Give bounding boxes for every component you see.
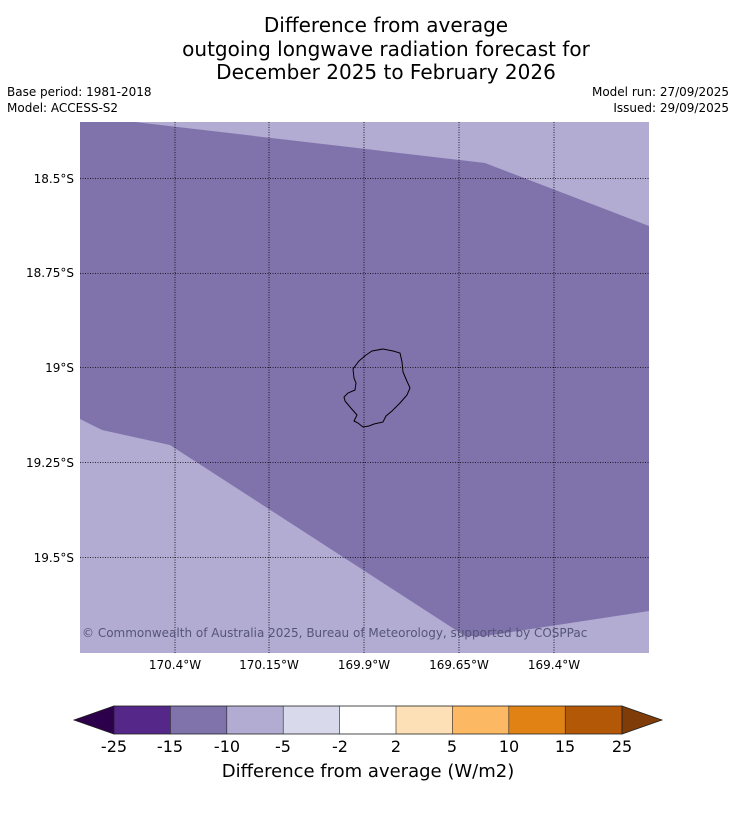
colorbar-extend-high <box>621 705 664 735</box>
lat-label-19-25: 19.25°S <box>26 456 74 470</box>
colorbar-seg-1 <box>114 706 171 734</box>
niue-coastline <box>343 348 411 428</box>
copyright-notice: © Commonwealth of Australia 2025, Bureau… <box>82 626 588 640</box>
issued-date: Issued: 29/09/2025 <box>613 101 729 115</box>
colorbar-seg-9 <box>565 706 622 734</box>
colorbar-seg-8 <box>508 706 566 734</box>
colorbar-seg-5 <box>339 706 396 734</box>
map-panel[interactable]: © Commonwealth of Australia 2025, Bureau… <box>80 122 649 653</box>
colorbar-tick-minus25: -25 <box>100 737 128 756</box>
lat-label-18-5: 18.5°S <box>33 172 74 186</box>
lon-label-169-65: 169.65°W <box>429 658 489 672</box>
title-line-3: December 2025 to February 2026 <box>216 60 556 84</box>
colorbar-seg-4 <box>283 706 340 734</box>
base-period: Base period: 1981-2018 <box>7 85 152 99</box>
model-run: Model run: 27/09/2025 <box>591 85 729 99</box>
colorbar-frame <box>113 705 623 735</box>
colorbar-seg-6 <box>396 706 453 734</box>
band-minus15-to-minus10 <box>80 122 649 636</box>
lon-label-169-9: 169.9°W <box>337 658 391 672</box>
meta-left: Base period: 1981-2018 Model: ACCESS-S2 <box>7 84 152 116</box>
lon-label-170-4: 170.4°W <box>148 658 202 672</box>
map-svg <box>80 122 649 653</box>
lon-label-169-4: 169.4°W <box>527 658 581 672</box>
colorbar-tick-10: 10 <box>498 737 520 756</box>
colorbar-tick-minus15: -15 <box>156 737 184 756</box>
lat-label-19-5: 19.5°S <box>33 551 74 565</box>
colorbar-label: Difference from average (W/m2) <box>221 761 515 782</box>
model-name: Model: ACCESS-S2 <box>7 101 119 115</box>
colorbar-tick-25: 25 <box>611 737 633 756</box>
lat-label-19: 19°S <box>45 361 74 375</box>
colorbar-seg-2 <box>170 706 227 734</box>
colorbar-seg-3 <box>226 706 284 734</box>
colorbar-tick-2: 2 <box>390 737 402 756</box>
colorbar-tick-15: 15 <box>554 737 576 756</box>
colorbar-tick-minus5: -5 <box>275 737 291 756</box>
lat-label-18-75: 18.75°S <box>26 266 74 280</box>
title-line-1: Difference from average <box>263 13 509 37</box>
lon-label-170-15: 170.15°W <box>239 658 299 672</box>
meta-right: Model run: 27/09/2025 Issued: 29/09/2025 <box>592 84 729 116</box>
colorbar-dividers <box>170 706 566 734</box>
colorbar-extend-low <box>72 705 115 735</box>
graticule <box>80 122 649 653</box>
colorbar-seg-7 <box>452 706 509 734</box>
colorbar-tick-minus2: -2 <box>332 737 348 756</box>
title-line-2: outgoing longwave radiation forecast for <box>182 36 590 61</box>
chart-title: Difference from average outgoing longwav… <box>0 13 736 85</box>
colorbar-tick-minus10: -10 <box>213 737 241 756</box>
colorbar-tick-5: 5 <box>446 737 458 756</box>
